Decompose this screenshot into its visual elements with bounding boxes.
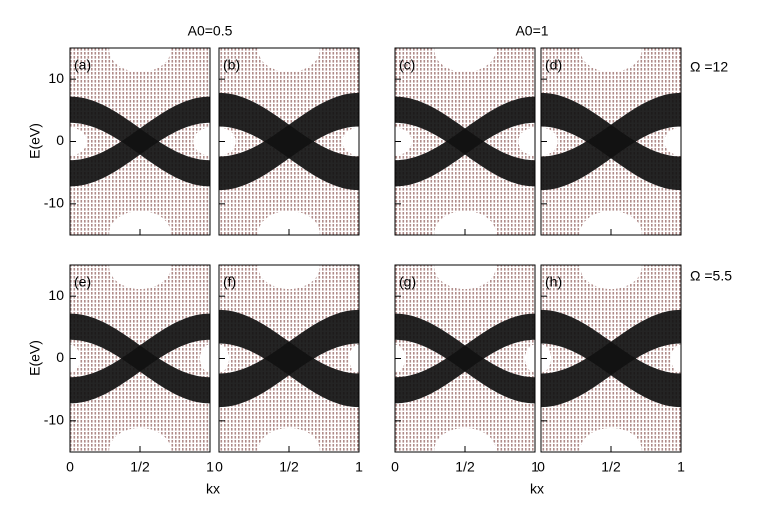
column-header: A0=1 [515,23,548,39]
x-tick-label: 1 [206,459,214,475]
band-gap [580,428,642,452]
panel-label: (a) [74,57,91,73]
x-tick-label: 0 [215,459,223,475]
band-gap [193,127,210,156]
band-gap [258,428,320,452]
band-gap [258,211,320,235]
band-region [395,96,535,187]
band-gap [109,265,171,289]
x-tick-label: 0 [66,459,74,475]
panel-label: (g) [399,274,416,290]
panel [70,265,210,452]
band-region [70,313,210,404]
band-gap [434,265,496,289]
band-gap [434,211,496,235]
panel [395,265,535,452]
y-axis-label: E(eV) [27,123,43,159]
band-gap [580,48,642,72]
band-region [395,313,535,404]
band-region [219,92,359,191]
band-gap [518,127,535,156]
panel-label: (b) [223,57,240,73]
y-tick-label: 0 [56,132,64,148]
panel [219,48,359,235]
row-label: Ω =5.5 [690,268,732,284]
band-region [70,96,210,187]
x-tick-label: 1 [677,459,685,475]
band-region [541,92,681,191]
panel [541,48,681,235]
band-gap [580,265,642,289]
x-tick-label: 1/2 [279,459,299,475]
band-gap [109,211,171,235]
x-tick-label: 1/2 [130,459,150,475]
band-gap [395,127,412,156]
y-tick-label: 0 [56,349,64,365]
band-region [219,309,359,408]
x-axis-label: kx [206,481,220,497]
panel-label: (h) [545,274,562,290]
panel [219,265,359,452]
band-gap [109,428,171,452]
x-tick-label: 1 [531,459,539,475]
panel-label: (c) [399,57,415,73]
x-tick-label: 1 [355,459,363,475]
band-gap [524,344,535,373]
panel [70,48,210,235]
panel-label: (e) [74,274,91,290]
band-region [541,309,681,408]
y-tick-label: 10 [48,70,64,86]
band-gap [434,428,496,452]
band-gap [348,344,359,373]
y-tick-label: -10 [44,195,64,211]
band-gap [670,344,681,373]
band-gap [541,127,558,156]
panel [541,265,681,452]
band-gap [434,48,496,72]
column-header: A0=0.5 [188,23,233,39]
band-gap [258,265,320,289]
panel-label: (f) [223,274,236,290]
y-tick-label: -10 [44,412,64,428]
band-gap [258,48,320,72]
x-tick-label: 1/2 [455,459,475,475]
band-gap [219,127,236,156]
panel-label: (d) [545,57,562,73]
band-gap [109,48,171,72]
band-gap [580,211,642,235]
x-tick-label: 0 [391,459,399,475]
panel [395,48,535,235]
y-axis-label: E(eV) [27,340,43,376]
band-gap [199,344,210,373]
x-tick-label: 1/2 [601,459,621,475]
x-axis-label: kx [530,481,544,497]
row-label: Ω =12 [690,59,728,75]
x-tick-label: 0 [537,459,545,475]
y-tick-label: 10 [48,287,64,303]
band-gap [664,127,681,156]
band-gap [70,127,87,156]
band-gap [342,127,359,156]
